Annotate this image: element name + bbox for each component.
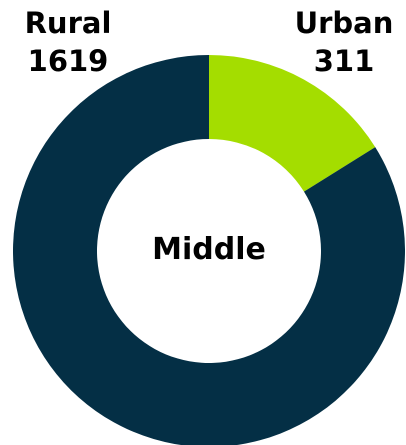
value-label-urban: 311: [314, 44, 375, 78]
donut-slices: [13, 55, 405, 445]
legend-label-rural: Rural: [25, 6, 112, 40]
center-label: Middle: [152, 232, 266, 267]
legend-label-urban: Urban: [295, 6, 394, 40]
slice-rural: [13, 55, 405, 445]
slice-urban: [209, 55, 376, 192]
value-label-rural: 1619: [28, 44, 109, 78]
